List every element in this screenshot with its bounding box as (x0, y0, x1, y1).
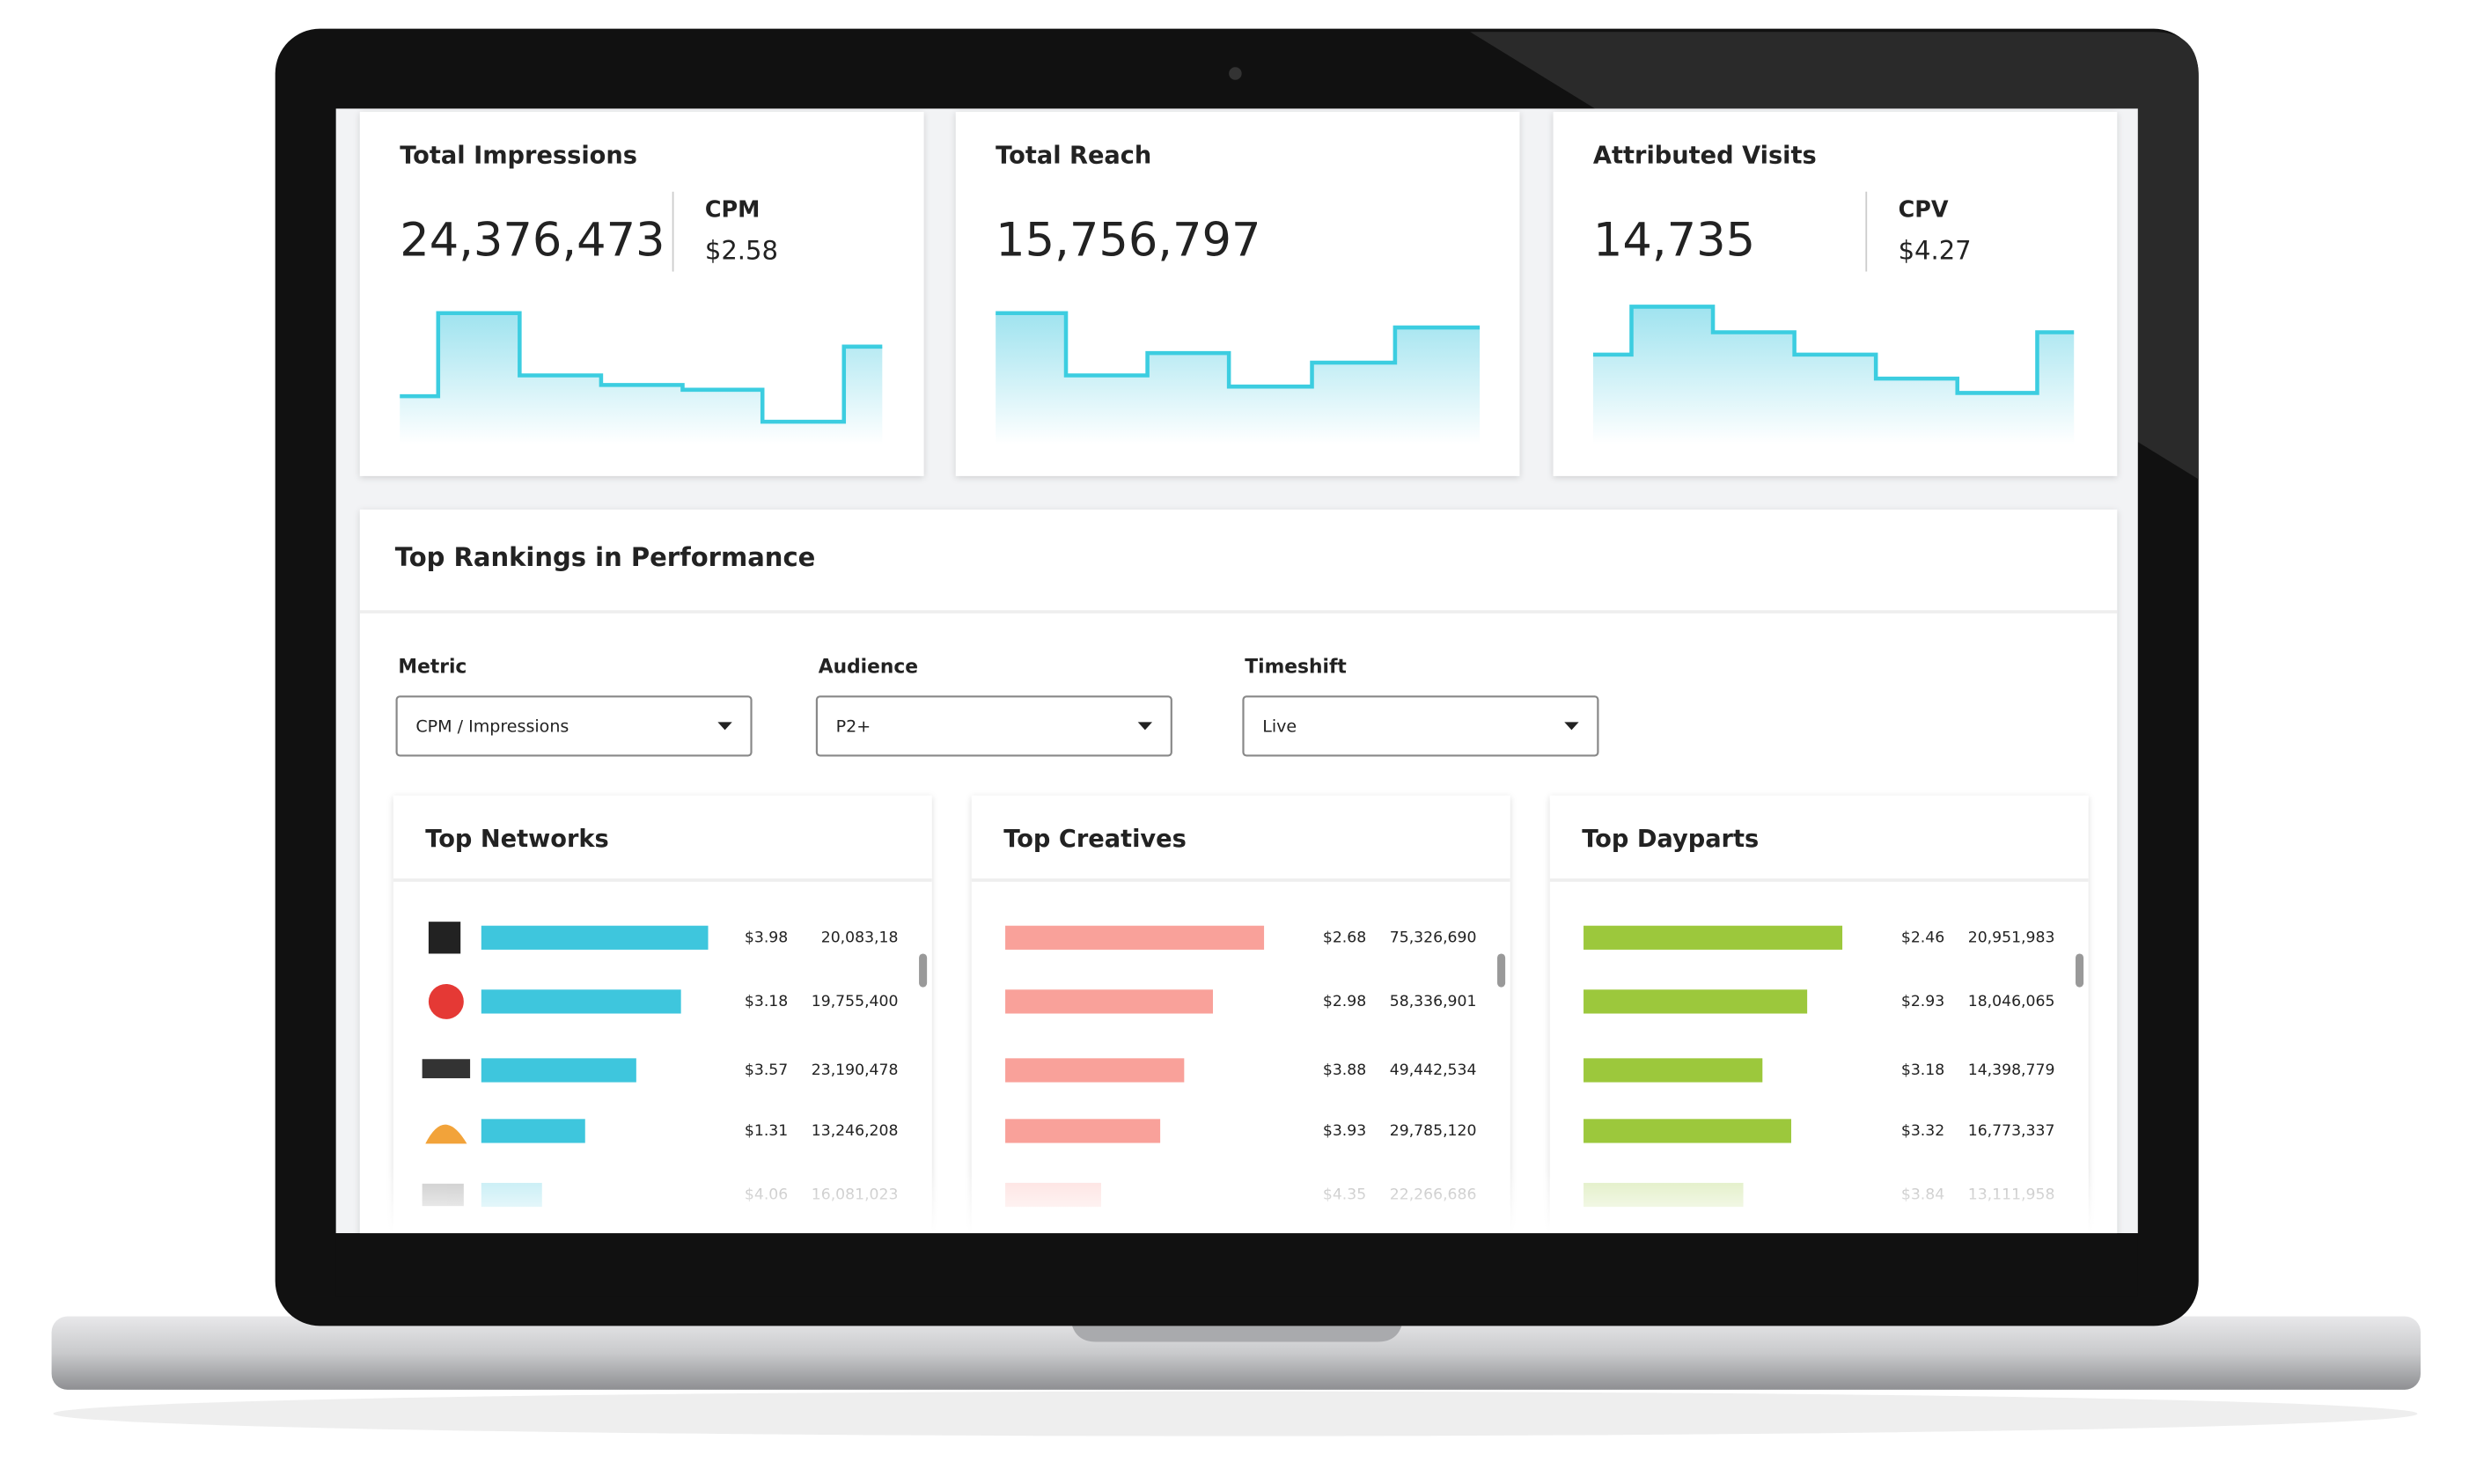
ranking-cost: $2.98 (1323, 993, 1366, 1010)
ranking-cost: $3.18 (1901, 1062, 1944, 1079)
ranking-count: 20,083,18 (821, 929, 899, 946)
kpi-title: Attributed Visits (1593, 142, 1817, 169)
dashboard: Total Impressions 24,376,473 CPM $2.58 Total… (335, 112, 2138, 1297)
ranking-row: $2.68 75,326,690 (1005, 925, 1477, 950)
ranking-bar (1584, 1058, 1763, 1083)
network-logo (428, 983, 464, 1019)
sparkline (1592, 305, 2075, 395)
ranking-row: $3.98 20,083,18 (428, 922, 899, 954)
ranking-cost: $2.93 (1901, 993, 1944, 1010)
ranking-bar (1584, 1119, 1791, 1143)
ranking-cost: $3.98 (745, 929, 788, 946)
sparkline-area (996, 312, 1481, 444)
ranking-count: 29,785,120 (1390, 1122, 1477, 1140)
ranking-count: 23,190,478 (812, 1062, 899, 1079)
scrollbar (1497, 953, 1506, 988)
kpi-value: 15,756,797 (996, 213, 1260, 267)
ranking-bar (481, 989, 681, 1014)
rankings-title: Top Rankings in Performance (395, 542, 816, 572)
sparkline (400, 311, 883, 424)
dropdown-caret (1564, 722, 1579, 731)
scrollbar (919, 953, 928, 988)
ranking-bar (1005, 989, 1213, 1014)
scrollbar (2076, 953, 2084, 988)
ranking-count: 58,336,901 (1390, 993, 1477, 1010)
ranking-title: Top Dayparts (1582, 826, 1759, 853)
ranking-count: 75,326,690 (1390, 929, 1477, 946)
dropdown-value: CPM / Impressions (415, 716, 569, 736)
filter-label: Timeshift (1245, 657, 1347, 679)
ranking-bar (1584, 989, 1808, 1014)
ranking-bar (1005, 1119, 1161, 1143)
ranking-row: $1.31 13,246,208 (425, 1119, 899, 1144)
ranking-row: $2.98 58,336,901 (1005, 989, 1477, 1014)
bezel-bottom (335, 1233, 2138, 1297)
kpi-sub-value: $2.58 (705, 236, 778, 266)
ranking-bar (1584, 925, 1843, 950)
dropdown-value: P2+ (836, 716, 871, 736)
ranking-cost: $3.32 (1901, 1122, 1944, 1140)
ranking-row: $3.57 23,190,478 (422, 1058, 899, 1083)
camera (1229, 67, 1242, 80)
ranking-count: 13,246,208 (812, 1122, 899, 1140)
sparkline (996, 311, 1481, 389)
kpi-value: 24,376,473 (400, 213, 665, 267)
ranking-count: 19,755,400 (812, 993, 899, 1010)
ranking-row: $3.88 49,442,534 (1005, 1058, 1477, 1083)
fade-out (361, 1165, 2116, 1234)
kpi-value: 14,735 (1593, 213, 1755, 267)
kpi-title: Total Reach (996, 142, 1151, 169)
ranking-cost: $3.88 (1323, 1062, 1366, 1079)
network-logo (425, 1124, 467, 1144)
ranking-row: $3.18 19,755,400 (428, 983, 899, 1019)
ranking-cost: $2.68 (1323, 929, 1366, 946)
network-logo (428, 922, 461, 954)
kpi-sub-value: $4.27 (1899, 236, 1972, 266)
ranking-row: $2.93 18,046,065 (1584, 989, 2055, 1014)
ranking-cost: $1.31 (745, 1122, 788, 1140)
ranking-count: 16,773,337 (1968, 1122, 2055, 1140)
network-logo (422, 1059, 471, 1079)
ranking-bar (481, 1058, 636, 1083)
ranking-count: 49,442,534 (1390, 1062, 1477, 1079)
ranking-count: 14,398,779 (1968, 1062, 2055, 1079)
shadow (53, 1391, 2418, 1436)
ranking-cost: $3.18 (745, 993, 788, 1010)
kpi-sub-label: CPM (705, 196, 761, 223)
ranking-cost: $3.57 (745, 1062, 788, 1079)
laptop-base (51, 1316, 2421, 1390)
filter-label: Metric (398, 657, 467, 679)
ranking-bar (481, 925, 709, 950)
kpi-sub-label: CPV (1899, 196, 1949, 223)
ranking-title: Top Creatives (1003, 826, 1187, 853)
dropdown[interactable] (1242, 695, 1599, 757)
ranking-title: Top Networks (425, 826, 608, 853)
dropdown-caret (717, 722, 732, 731)
ranking-cost: $3.93 (1323, 1122, 1366, 1140)
ranking-row: $3.18 14,398,779 (1584, 1058, 2055, 1083)
dropdown[interactable] (815, 695, 1172, 757)
dropdown-caret (1137, 722, 1153, 731)
ranking-count: 20,951,983 (1968, 929, 2055, 946)
ranking-cost: $2.46 (1901, 929, 1944, 946)
dropdown-value: Live (1262, 716, 1297, 736)
dropdown[interactable] (395, 695, 753, 757)
ranking-bar (481, 1119, 585, 1143)
sparkline-area (1592, 306, 2075, 444)
ranking-row: $3.32 16,773,337 (1584, 1119, 2055, 1143)
filter-label: Audience (819, 657, 918, 679)
ranking-row: $2.46 20,951,983 (1584, 925, 2055, 950)
ranking-bar (1005, 925, 1265, 950)
ranking-bar (1005, 1058, 1185, 1083)
ranking-row: $3.93 29,785,120 (1005, 1119, 1477, 1143)
ranking-count: 18,046,065 (1968, 993, 2055, 1010)
kpi-title: Total Impressions (400, 142, 637, 169)
